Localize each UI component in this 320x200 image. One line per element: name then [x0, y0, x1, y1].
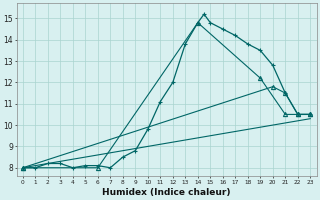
X-axis label: Humidex (Indice chaleur): Humidex (Indice chaleur)	[102, 188, 231, 197]
